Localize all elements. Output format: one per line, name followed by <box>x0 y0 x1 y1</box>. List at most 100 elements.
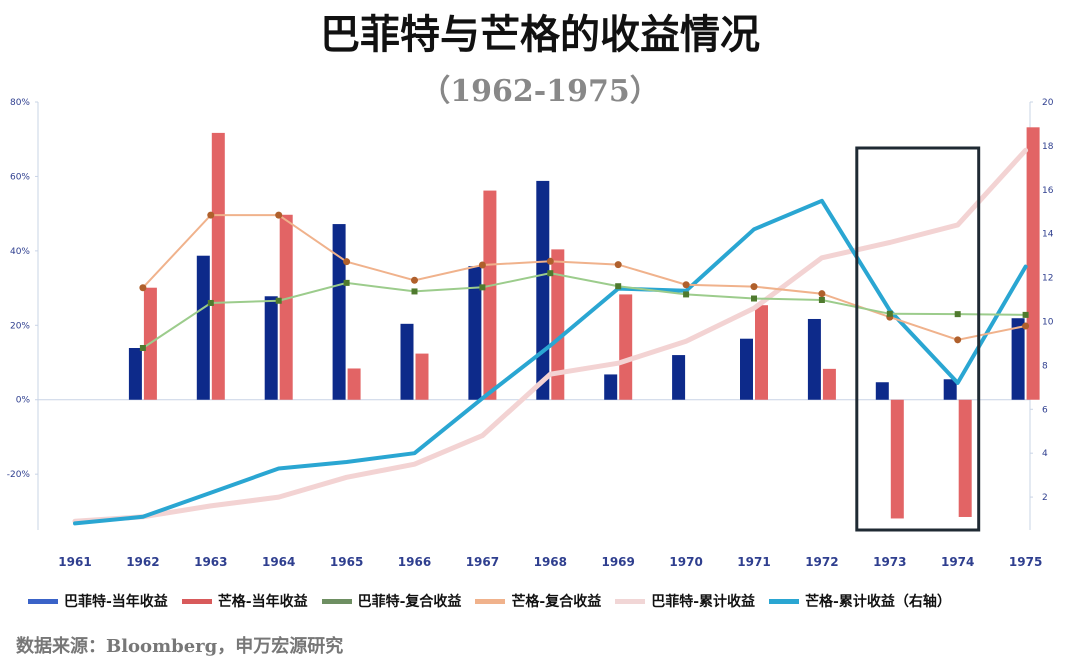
bar-buffett-annual <box>1011 318 1025 400</box>
bar-buffett-annual <box>943 379 957 400</box>
legend-label-buffett-cumulative: 巴菲特-累计收益 <box>651 594 756 610</box>
chart-legend: 巴菲特-当年收益 芒格-当年收益 巴菲特-复合收益 芒格-复合收益 巴菲特-累计… <box>28 590 1058 612</box>
bar-buffett-annual <box>536 180 550 400</box>
y-left-tick-label: -20% <box>7 470 31 480</box>
x-tick-label: 1967 <box>466 555 499 569</box>
y-left-tick-label: 20% <box>10 321 30 331</box>
x-tick-label: 1962 <box>126 555 159 569</box>
legend-swatch-munger-cumulative <box>769 598 800 604</box>
marker-munger-compound <box>478 261 486 269</box>
line-buffett-cumulative <box>72 147 1029 524</box>
bar-munger-annual <box>211 132 225 400</box>
legend-label-buffett-compound: 巴菲特-复合收益 <box>357 594 462 610</box>
marker-buffett-compound <box>411 288 418 295</box>
line-munger-cumulative <box>73 198 1028 526</box>
legend-item-buffett-annual: 巴菲特-当年收益 <box>28 591 168 611</box>
legend-item-buffett-cumulative: 巴菲特-累计收益 <box>615 591 755 611</box>
legend-item-munger-compound: 芒格-复合收益 <box>475 591 601 611</box>
bar-buffett-annual <box>604 374 618 400</box>
marker-buffett-compound <box>1022 311 1029 318</box>
y-left-tick-label: 40% <box>10 247 30 257</box>
bar-munger-annual <box>415 353 429 400</box>
marker-munger-compound <box>1022 322 1030 330</box>
y-right-tick-label: 18 <box>1042 142 1054 152</box>
bar-buffett-annual <box>128 348 142 400</box>
bar-munger-annual <box>551 249 565 400</box>
legend-swatch-buffett-compound <box>321 598 352 604</box>
bar-buffett-annual <box>875 382 889 400</box>
x-tick-label: 1963 <box>194 555 227 569</box>
x-tick-label: 1970 <box>669 555 702 569</box>
x-tick-label: 1964 <box>262 555 295 569</box>
y-right-tick-label: 6 <box>1042 405 1048 415</box>
legend-item-munger-annual: 芒格-当年收益 <box>181 591 308 611</box>
y-right-tick-label: 16 <box>1042 186 1054 196</box>
bar-munger-annual <box>890 399 904 519</box>
marker-buffett-compound <box>479 284 486 291</box>
y-left-tick-label: 60% <box>10 172 30 182</box>
marker-munger-compound <box>546 257 554 265</box>
y-right-tick-label: 4 <box>1042 449 1048 459</box>
x-tick-label: 1975 <box>1009 555 1042 569</box>
y-right-tick-label: 20 <box>1042 98 1054 108</box>
legend-swatch-buffett-cumulative <box>615 598 646 604</box>
x-tick-label: 1968 <box>534 555 567 569</box>
legend-swatch-munger-compound <box>475 598 506 604</box>
x-tick-label: 1961 <box>58 555 91 569</box>
marker-buffett-compound <box>683 291 690 298</box>
chart-subtitle: （1962-1975） <box>420 74 660 109</box>
bar-munger-annual <box>279 214 293 400</box>
bar-munger-annual <box>755 305 768 400</box>
marker-munger-compound <box>682 281 690 289</box>
marker-munger-compound <box>207 211 215 219</box>
bar-buffett-annual <box>264 296 278 400</box>
marker-munger-compound <box>614 261 622 269</box>
legend-item-munger-cumulative: 芒格-累计收益（右轴） <box>769 591 951 611</box>
marker-munger-compound <box>275 211 283 219</box>
x-tick-label: 1966 <box>398 555 431 569</box>
marker-munger-compound <box>818 290 826 298</box>
y-right-tick-label: 2 <box>1042 493 1048 503</box>
source-note: 数据来源：Bloomberg，申万宏源研究 <box>16 636 344 657</box>
x-tick-label: 1973 <box>873 555 906 569</box>
marker-munger-compound <box>411 276 418 284</box>
legend-label-munger-cumulative: 芒格-累计收益（右轴） <box>805 594 951 610</box>
marker-munger-compound <box>750 283 758 291</box>
bar-munger-annual <box>1026 127 1040 400</box>
bar-buffett-annual <box>807 318 821 400</box>
x-tick-label: 1971 <box>737 555 770 569</box>
line-buffett-compound <box>142 272 1026 349</box>
marker-buffett-compound <box>751 295 757 302</box>
y-left-tick-label: 80% <box>10 98 30 108</box>
y-right-tick-label: 14 <box>1042 230 1054 240</box>
highlight-box <box>855 146 981 532</box>
y-left-tick-label: 0% <box>16 396 31 406</box>
legend-swatch-buffett-annual <box>28 598 58 604</box>
marker-buffett-compound <box>139 345 146 352</box>
marker-buffett-compound <box>275 297 282 304</box>
legend-label-buffett-annual: 巴菲特-当年收益 <box>64 594 168 610</box>
bar-buffett-annual <box>400 323 414 400</box>
bar-munger-annual <box>822 368 836 400</box>
marker-munger-compound <box>343 258 351 266</box>
x-tick-label: 1965 <box>330 555 363 569</box>
legend-item-buffett-compound: 巴菲特-复合收益 <box>321 591 462 611</box>
chart-title: 巴菲特与芒格的收益情况 <box>320 11 760 58</box>
chart-canvas: -20% 0% 20% 40% 60% 80% 2 4 6 8 10 12 14 16 18 20 1961 19… <box>7 98 1054 569</box>
bar-buffett-annual <box>740 338 753 400</box>
bar-buffett-annual <box>672 355 686 400</box>
x-tick-label: 1974 <box>941 555 974 569</box>
bar-buffett-annual <box>468 266 482 400</box>
marker-buffett-compound <box>954 311 961 318</box>
bar-munger-annual <box>619 294 633 400</box>
marker-buffett-compound <box>343 279 350 286</box>
marker-buffett-compound <box>207 299 214 306</box>
legend-label-munger-annual: 芒格-当年收益 <box>217 594 308 610</box>
marker-buffett-compound <box>886 310 893 317</box>
y-right-tick-label: 10 <box>1042 317 1054 327</box>
marker-buffett-compound <box>818 296 825 303</box>
y-right-tick-label: 12 <box>1042 274 1053 284</box>
marker-munger-compound <box>139 284 147 292</box>
x-tick-label: 1969 <box>601 555 634 569</box>
line-munger-compound <box>142 214 1026 341</box>
